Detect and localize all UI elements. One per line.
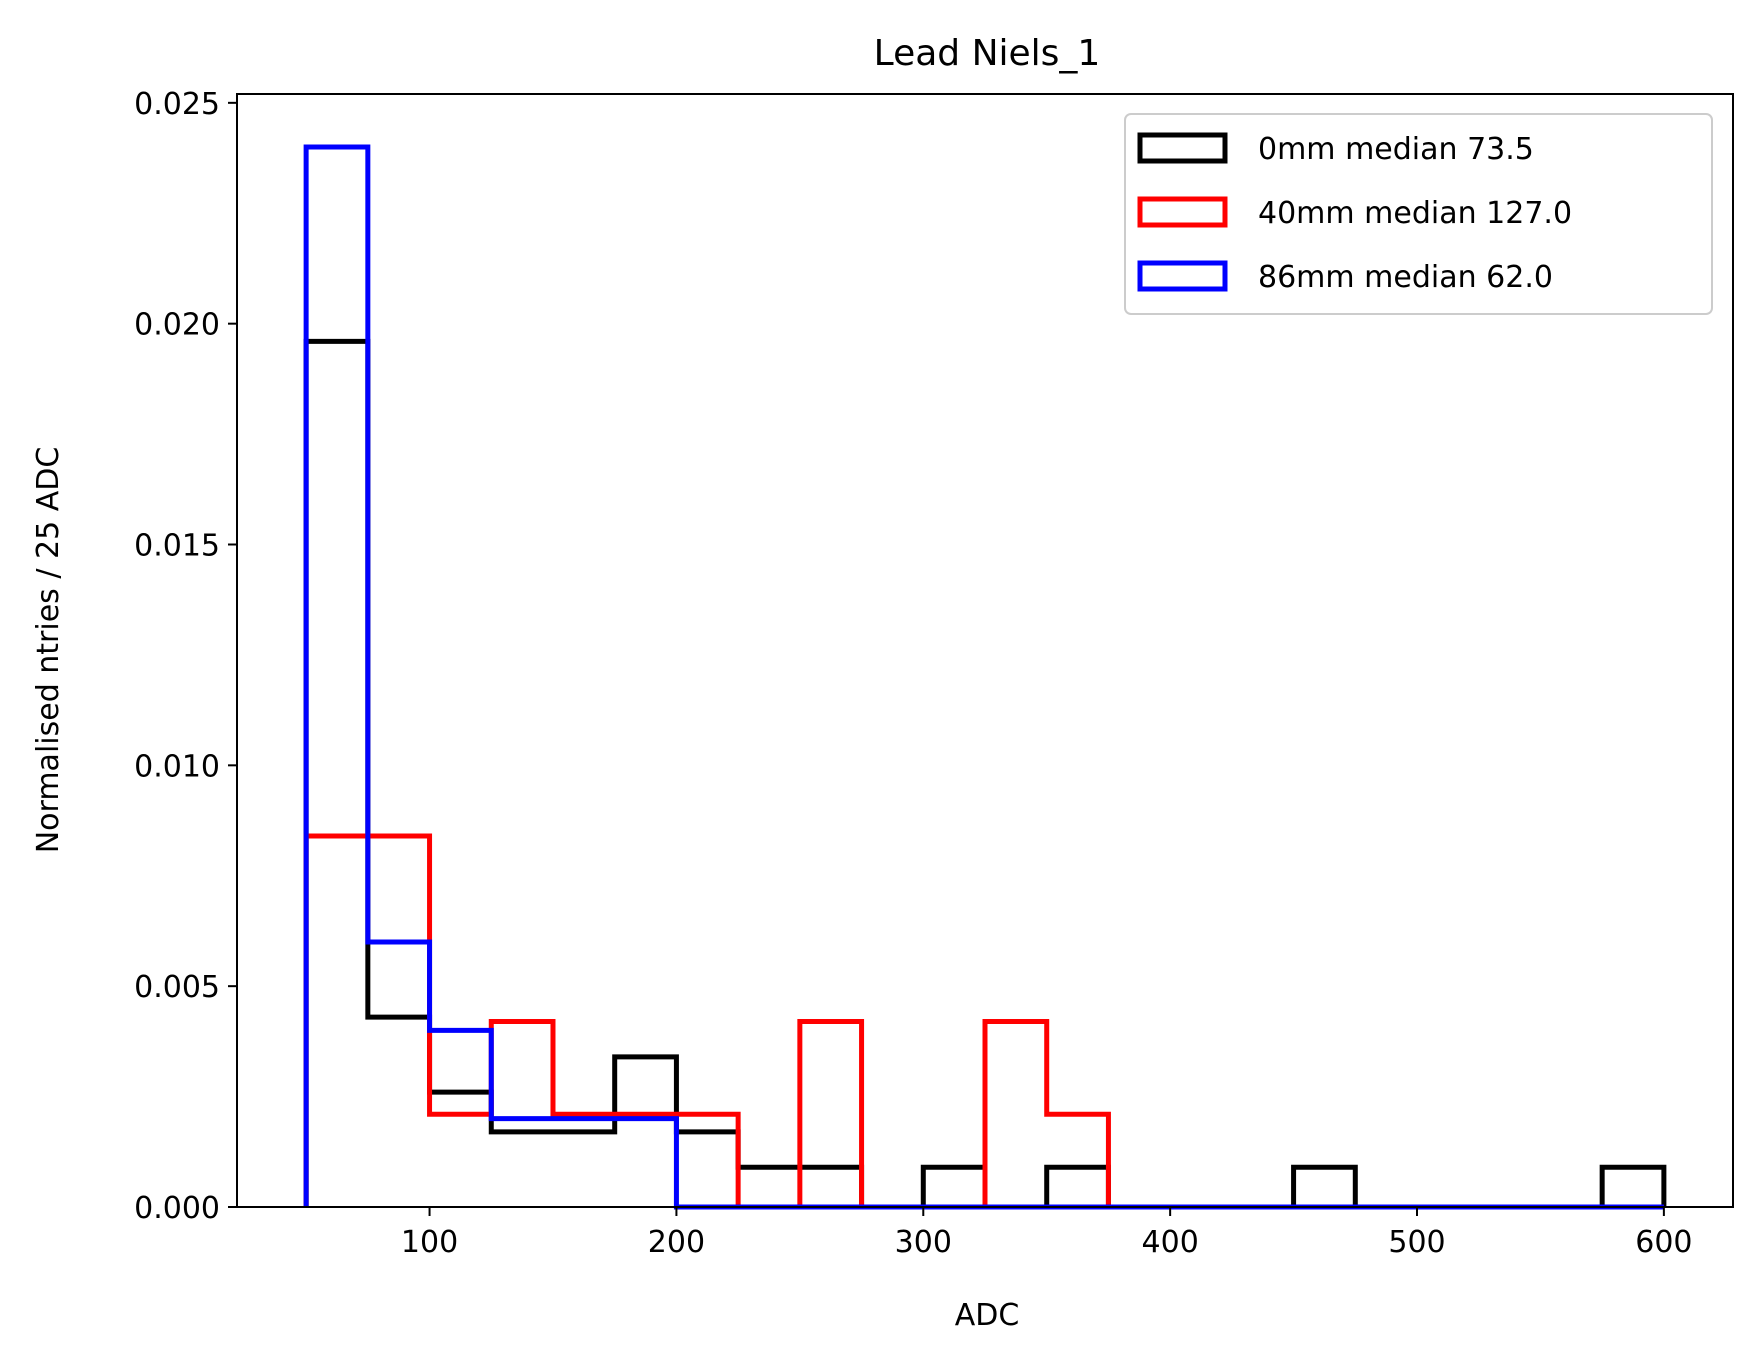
y-tick-label: 0.005 [134, 970, 220, 1005]
legend-label: 0mm median 73.5 [1258, 132, 1534, 167]
plot-frame [236, 93, 1734, 1208]
y-tick-label: 0.025 [134, 87, 220, 122]
legend-swatch [1137, 260, 1228, 292]
chart-title: Lead Niels_1 [874, 33, 1101, 74]
x-tick-label: 400 [1142, 1225, 1199, 1260]
x-tick-label: 300 [895, 1225, 952, 1260]
x-tick-label: 600 [1635, 1225, 1692, 1260]
legend: 0mm median 73.5 40mm median 127.0 86mm med… [1124, 113, 1713, 315]
y-axis-ticks: 0.000 0.005 0.010 0.015 0.020 0.025 [134, 87, 237, 1226]
x-tick-label: 500 [1388, 1225, 1445, 1260]
y-tick-label: 0.010 [134, 749, 220, 784]
legend-swatch [1137, 132, 1228, 164]
x-tick-label: 100 [401, 1225, 458, 1260]
legend-label: 40mm median 127.0 [1258, 196, 1572, 231]
y-tick-label: 0.000 [134, 1191, 220, 1226]
x-axis-ticks: 100 200 300 400 500 600 [401, 1207, 1693, 1260]
y-tick-label: 0.015 [134, 529, 220, 564]
x-axis-label: ADC [955, 1298, 1020, 1333]
legend-box [1124, 113, 1713, 315]
legend-swatch [1137, 196, 1228, 228]
y-axis-label: Normalised ntries / 25 ADC [31, 447, 66, 854]
legend-entries: 0mm median 73.5 40mm median 127.0 86mm med… [1137, 132, 1572, 295]
x-tick-label: 200 [648, 1225, 705, 1260]
y-tick-label: 0.020 [134, 308, 220, 343]
legend-label: 86mm median 62.0 [1258, 260, 1553, 295]
